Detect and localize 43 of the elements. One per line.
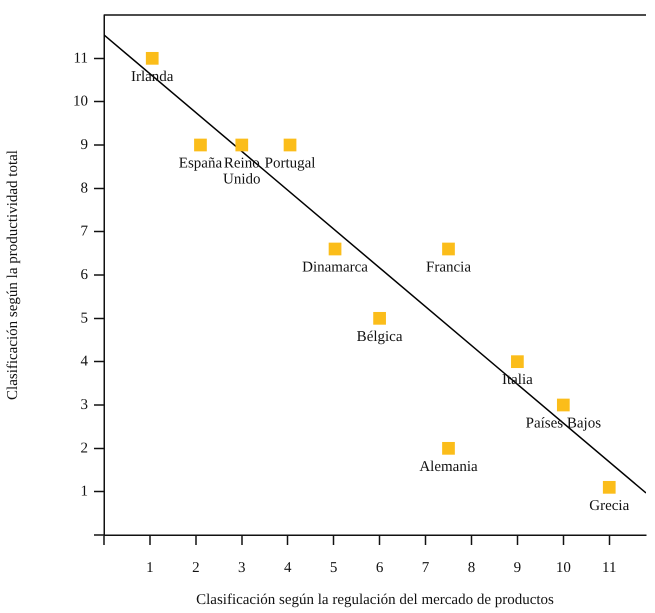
annotation: Bélgica <box>356 328 403 345</box>
point <box>328 242 342 256</box>
y-tick-label: 1 <box>80 484 88 500</box>
annotation: Dinamarca <box>302 259 368 276</box>
x-tick-label: 11 <box>602 560 616 576</box>
x-tick-label: 2 <box>192 560 200 576</box>
y-tick-label: 11 <box>74 50 88 66</box>
point <box>373 312 386 325</box>
y-tick-label: 7 <box>80 224 88 240</box>
annotation: Grecia <box>589 498 630 514</box>
point <box>442 442 455 455</box>
point <box>146 52 159 65</box>
x-tick-label: 4 <box>284 560 292 576</box>
y-axis-title: Clasificación según la productividad total <box>4 150 21 400</box>
x-tick-label: 10 <box>556 560 571 576</box>
point <box>284 138 296 152</box>
y-tick-label: 10 <box>73 94 88 110</box>
y-tick-label: 8 <box>80 180 88 196</box>
y-tick-label: 6 <box>80 266 88 283</box>
x-tick-label: 9 <box>514 560 522 576</box>
annotation: Países Bajos <box>526 415 602 432</box>
y-tick-label: 2 <box>80 440 88 456</box>
x-axis-title: Clasificación según la regulación del mercado de productos <box>196 592 554 608</box>
point <box>602 480 616 494</box>
point <box>511 355 524 368</box>
x-tick-label: 7 <box>422 560 430 576</box>
x-tick-label: 1 <box>146 560 154 576</box>
point <box>194 138 207 152</box>
y-tick-label: 5 <box>80 310 88 326</box>
point <box>556 398 570 412</box>
y-tick-label: 9 <box>80 136 88 153</box>
annotation: Portugal <box>264 155 316 172</box>
x-tick-label: 6 <box>376 560 384 576</box>
point <box>442 242 455 256</box>
annotation: España <box>178 155 222 172</box>
x-tick-label: 5 <box>330 560 338 576</box>
x-tick-label: 8 <box>468 560 476 576</box>
point <box>235 138 248 152</box>
annotation: Alemania <box>419 458 478 475</box>
x-tick-label: 3 <box>238 560 246 576</box>
y-tick-label: 3 <box>80 396 88 413</box>
y-tick-label: 4 <box>80 354 88 370</box>
annotation: Francia <box>426 259 472 276</box>
